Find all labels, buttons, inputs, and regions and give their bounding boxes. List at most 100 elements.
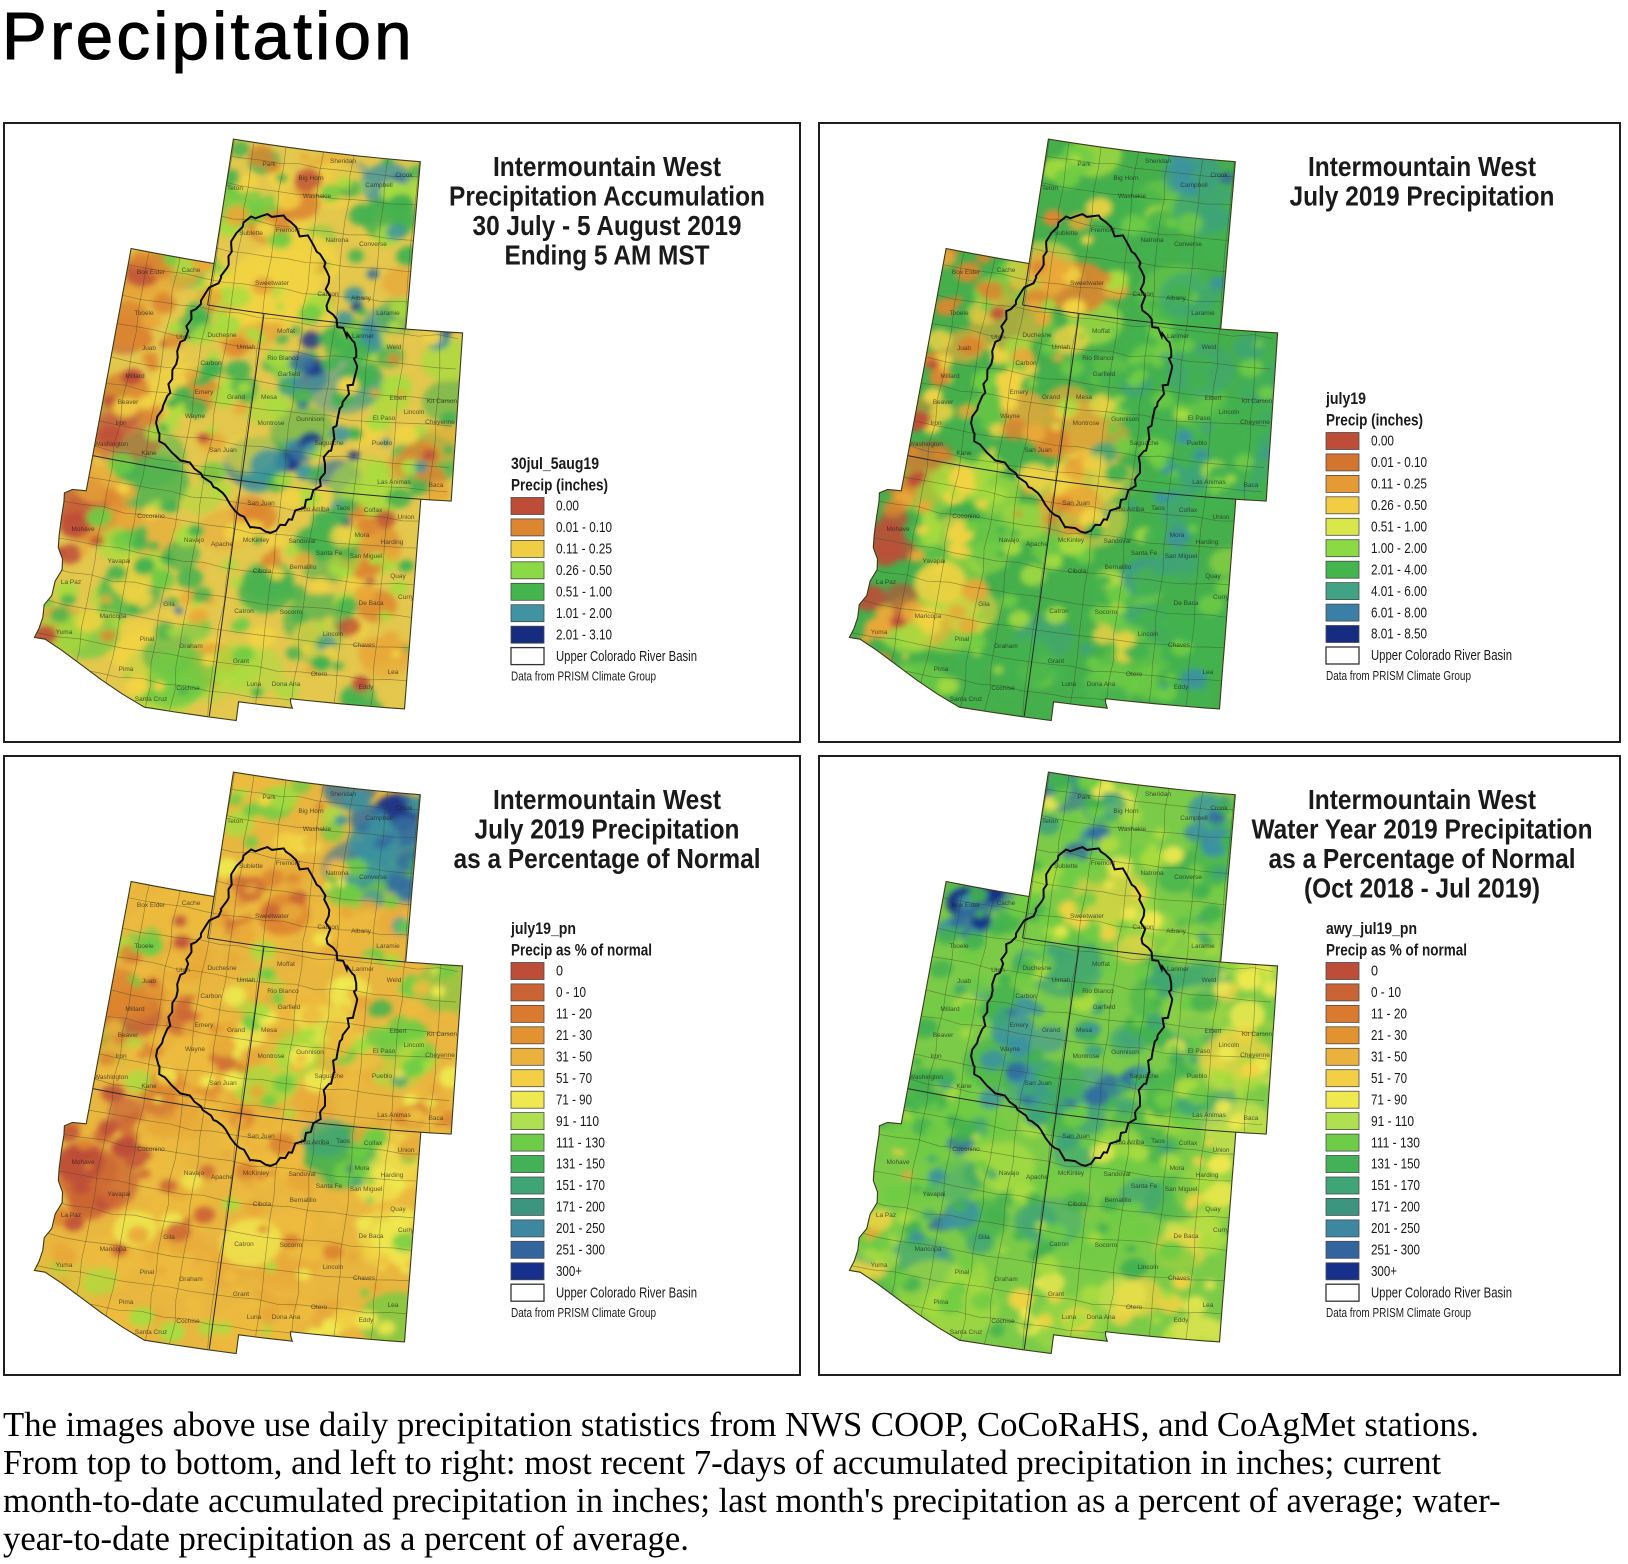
svg-text:Water Year 2019 Precipitation: Water Year 2019 Precipitation — [1252, 814, 1593, 845]
svg-text:Upper Colorado River Basin: Upper Colorado River Basin — [1371, 1284, 1512, 1301]
svg-text:Lea: Lea — [1203, 1302, 1214, 1309]
svg-text:Grand: Grand — [1042, 1027, 1060, 1034]
svg-text:Saguache: Saguache — [1129, 1073, 1159, 1080]
svg-text:Carbon: Carbon — [1132, 291, 1154, 298]
svg-text:Natrona: Natrona — [325, 870, 349, 877]
svg-text:Kit Carson: Kit Carson — [427, 398, 458, 405]
svg-text:Precip (inches): Precip (inches) — [511, 477, 608, 495]
svg-text:Baca: Baca — [429, 482, 444, 489]
svg-text:31 - 50: 31 - 50 — [1371, 1049, 1407, 1066]
svg-text:Bernalillo: Bernalillo — [1105, 564, 1132, 571]
svg-text:Gunnison: Gunnison — [296, 1049, 324, 1056]
svg-text:Pinal: Pinal — [955, 636, 970, 643]
svg-text:Santa Cruz: Santa Cruz — [135, 1329, 168, 1336]
svg-text:Juab: Juab — [142, 978, 156, 985]
svg-text:Lincoln: Lincoln — [404, 1042, 425, 1049]
svg-text:Coconino: Coconino — [952, 513, 980, 520]
svg-text:Maricopa: Maricopa — [100, 1246, 127, 1253]
svg-text:Luna: Luna — [247, 681, 262, 688]
svg-text:Upper Colorado River Basin: Upper Colorado River Basin — [1371, 647, 1512, 664]
svg-text:Dona Ana: Dona Ana — [272, 681, 301, 688]
svg-text:Grand: Grand — [1042, 394, 1060, 401]
svg-text:Sweetwater: Sweetwater — [1070, 280, 1105, 287]
svg-text:Cochise: Cochise — [176, 685, 200, 692]
svg-text:Rio Blanco: Rio Blanco — [1082, 988, 1114, 995]
svg-text:Tooele: Tooele — [134, 310, 154, 317]
svg-text:Lincoln: Lincoln — [404, 409, 425, 416]
svg-text:Wayne: Wayne — [185, 1046, 205, 1053]
svg-text:Elbert: Elbert — [1205, 1028, 1222, 1035]
svg-text:Gila: Gila — [163, 1234, 175, 1241]
svg-text:Precip (inches): Precip (inches) — [1326, 412, 1423, 430]
svg-text:Eddy: Eddy — [359, 1317, 375, 1324]
svg-text:Washington: Washington — [94, 441, 128, 448]
svg-text:july19: july19 — [1325, 390, 1366, 408]
svg-text:Gunnison: Gunnison — [1111, 1049, 1139, 1056]
svg-text:Mesa: Mesa — [261, 394, 277, 401]
svg-text:51 - 70: 51 - 70 — [1371, 1070, 1407, 1087]
svg-text:Socorro: Socorro — [1095, 609, 1118, 616]
svg-text:Sweetwater: Sweetwater — [255, 913, 290, 920]
svg-text:131 - 150: 131 - 150 — [556, 1156, 605, 1173]
svg-text:as a Percentage of Normal: as a Percentage of Normal — [454, 843, 761, 874]
svg-text:Maricopa: Maricopa — [915, 1246, 942, 1253]
svg-text:Chaves: Chaves — [353, 642, 376, 649]
svg-text:Precip as % of normal: Precip as % of normal — [511, 942, 652, 960]
svg-text:Taos: Taos — [1151, 505, 1165, 512]
svg-text:Saguache: Saguache — [314, 1073, 344, 1080]
svg-text:Chaves: Chaves — [1168, 642, 1191, 649]
svg-text:Yavapai: Yavapai — [922, 558, 945, 565]
svg-text:Utah: Utah — [176, 967, 190, 974]
svg-text:Yavapai: Yavapai — [107, 558, 130, 565]
svg-text:Sweetwater: Sweetwater — [255, 280, 290, 287]
svg-text:Saguache: Saguache — [314, 440, 344, 447]
svg-text:Campbell: Campbell — [365, 182, 393, 189]
svg-text:Eddy: Eddy — [359, 684, 375, 691]
svg-text:Grant: Grant — [1048, 658, 1064, 665]
svg-text:Coconino: Coconino — [137, 513, 165, 520]
svg-text:0.00: 0.00 — [556, 498, 579, 515]
svg-text:Socorro: Socorro — [280, 609, 303, 616]
svg-text:Grand: Grand — [227, 1027, 245, 1034]
svg-text:Rio Arriba: Rio Arriba — [301, 506, 330, 513]
svg-text:Crook: Crook — [395, 805, 413, 812]
svg-text:Emery: Emery — [195, 389, 215, 396]
svg-text:0.11 - 0.25: 0.11 - 0.25 — [1371, 476, 1427, 493]
svg-text:Quay: Quay — [390, 1206, 406, 1213]
svg-text:Coconino: Coconino — [137, 1146, 165, 1153]
svg-text:Pima: Pima — [934, 666, 949, 673]
svg-text:Fremont: Fremont — [276, 227, 300, 234]
svg-text:Kit Carson: Kit Carson — [1242, 398, 1273, 405]
svg-text:Cheyenne: Cheyenne — [1240, 1052, 1270, 1059]
svg-text:Socorro: Socorro — [280, 1242, 303, 1249]
svg-text:Yuma: Yuma — [56, 1262, 73, 1269]
svg-text:Grand: Grand — [227, 394, 245, 401]
svg-text:0.00: 0.00 — [1371, 433, 1394, 450]
svg-text:Duchesne: Duchesne — [207, 332, 237, 339]
svg-text:Tooele: Tooele — [949, 310, 969, 317]
svg-text:Santa Fe: Santa Fe — [316, 1183, 343, 1190]
svg-text:Lea: Lea — [1203, 669, 1214, 676]
svg-text:Cibola: Cibola — [1068, 1201, 1087, 1208]
svg-text:San Juan: San Juan — [1062, 1133, 1090, 1140]
svg-text:Sweetwater: Sweetwater — [1070, 913, 1105, 920]
svg-text:Navajo: Navajo — [184, 537, 205, 544]
svg-text:Santa Cruz: Santa Cruz — [950, 696, 983, 703]
svg-text:Gila: Gila — [163, 601, 175, 608]
svg-text:Wayne: Wayne — [1000, 413, 1020, 420]
svg-text:Cochise: Cochise — [176, 1318, 200, 1325]
svg-text:La Paz: La Paz — [61, 579, 81, 586]
svg-text:Beaver: Beaver — [118, 399, 139, 406]
svg-text:Rio Blanco: Rio Blanco — [267, 355, 299, 362]
svg-text:De Baca: De Baca — [1174, 600, 1199, 607]
svg-text:Mesa: Mesa — [1076, 394, 1092, 401]
svg-text:Harding: Harding — [1196, 539, 1219, 546]
svg-text:Gunnison: Gunnison — [296, 416, 324, 423]
svg-text:Utah: Utah — [991, 334, 1005, 341]
svg-text:Dona Ana: Dona Ana — [272, 1314, 301, 1321]
svg-text:De Baca: De Baca — [359, 600, 384, 607]
svg-text:Montrose: Montrose — [1072, 1053, 1099, 1060]
svg-text:Big Horn: Big Horn — [1113, 808, 1139, 815]
svg-text:Navajo: Navajo — [999, 537, 1020, 544]
svg-text:Montrose: Montrose — [1072, 420, 1099, 427]
